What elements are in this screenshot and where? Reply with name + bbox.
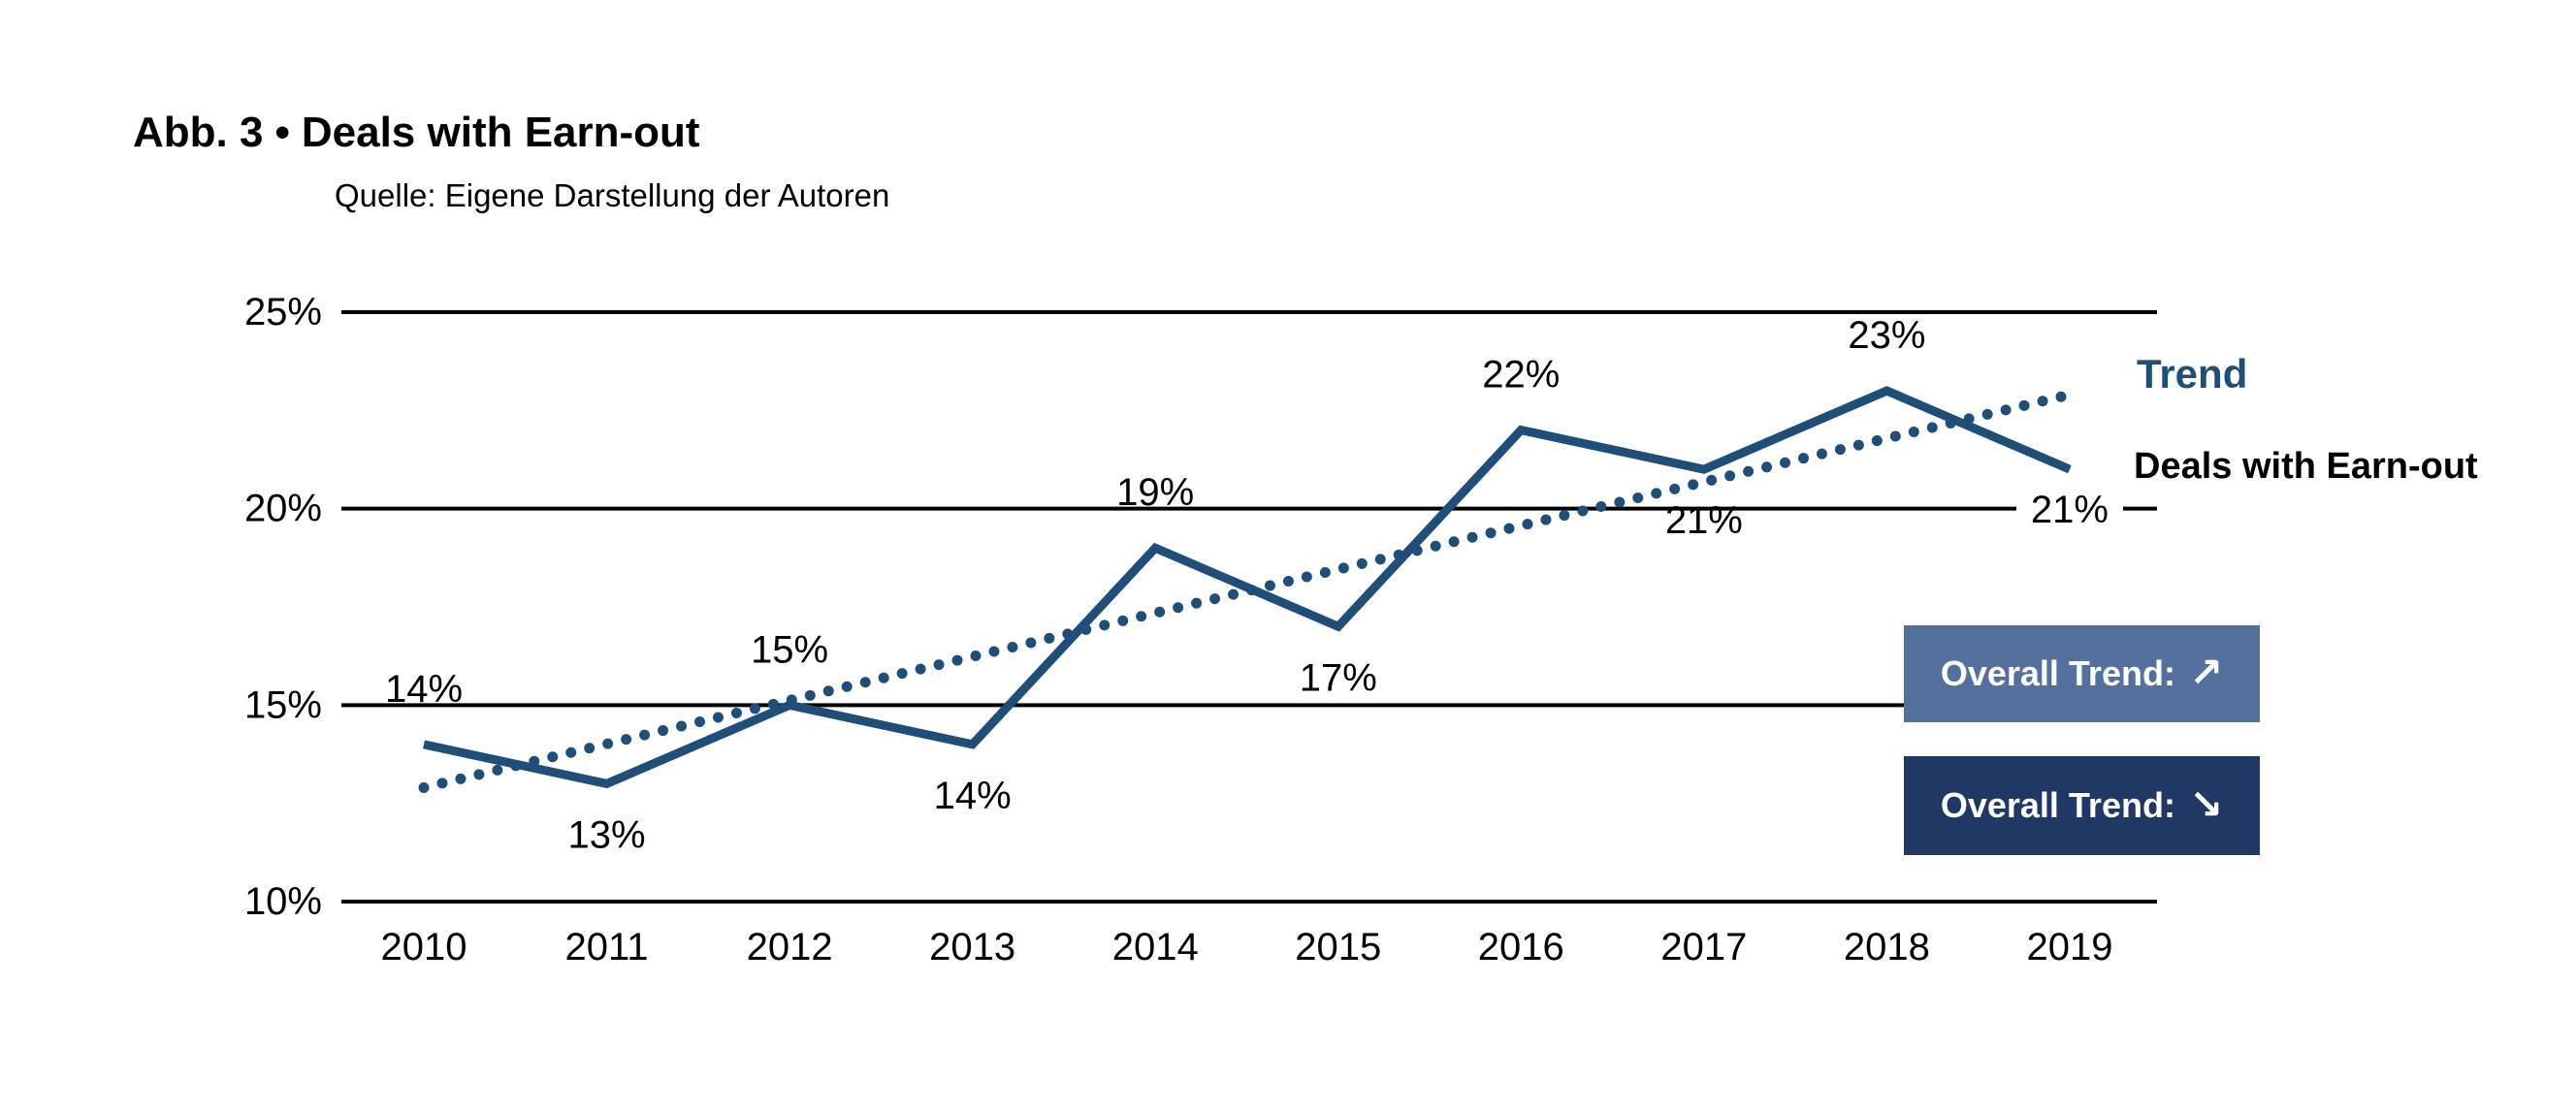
data-label: 17% <box>1300 656 1377 699</box>
x-tick-label: 2012 <box>747 926 833 968</box>
figure-title-text: Deals with Earn-out <box>301 109 700 156</box>
overall-trend-up-label: Overall Trend: <box>1940 653 2175 693</box>
x-tick-label: 2015 <box>1295 926 1381 968</box>
figure-title: Abb. 3 • Deals with Earn-out <box>133 109 700 157</box>
data-label-mask <box>2015 484 2123 537</box>
data-label: 13% <box>568 813 646 856</box>
data-label: 14% <box>934 775 1012 817</box>
y-tick-label: 15% <box>244 683 322 726</box>
title-bullet-icon: • <box>274 109 290 156</box>
overall-trend-up-badge[interactable]: Overall Trend: ↗ <box>1904 625 2260 722</box>
y-tick-label: 10% <box>244 880 322 923</box>
x-tick-label: 2017 <box>1660 926 1747 968</box>
legend-series-label: Deals with Earn-out <box>2134 446 2478 487</box>
data-label: 21% <box>2031 489 2109 531</box>
data-label: 15% <box>751 628 828 671</box>
figure-source: Quelle: Eigene Darstellung der Autoren <box>335 177 890 213</box>
legend-trend-label: Trend <box>2137 351 2248 397</box>
x-tick-label: 2013 <box>929 926 1015 968</box>
y-tick-label: 25% <box>244 291 322 333</box>
data-label: 19% <box>1116 471 1194 514</box>
y-tick-label: 20% <box>244 488 322 530</box>
overall-trend-down-label: Overall Trend: <box>1940 785 2175 825</box>
arrow-up-right-icon: ↗ <box>2188 650 2224 695</box>
overall-trend-down-badge[interactable]: Overall Trend: ↘ <box>1904 756 2260 855</box>
x-tick-label: 2010 <box>381 926 467 968</box>
data-label: 14% <box>385 668 463 711</box>
data-label: 21% <box>1665 499 1743 542</box>
x-tick-label: 2014 <box>1112 926 1199 968</box>
series-line <box>423 386 2072 789</box>
x-tick-label: 2018 <box>1844 926 1930 968</box>
data-label: 22% <box>1482 354 1560 397</box>
arrow-down-right-icon: ↘ <box>2188 781 2224 827</box>
x-tick-label: 2011 <box>565 926 649 968</box>
x-tick-label: 2019 <box>2026 926 2112 968</box>
x-tick-label: 2016 <box>1478 926 1564 968</box>
data-label: 23% <box>1848 314 1925 357</box>
figure-number: Abb. 3 <box>133 109 264 156</box>
